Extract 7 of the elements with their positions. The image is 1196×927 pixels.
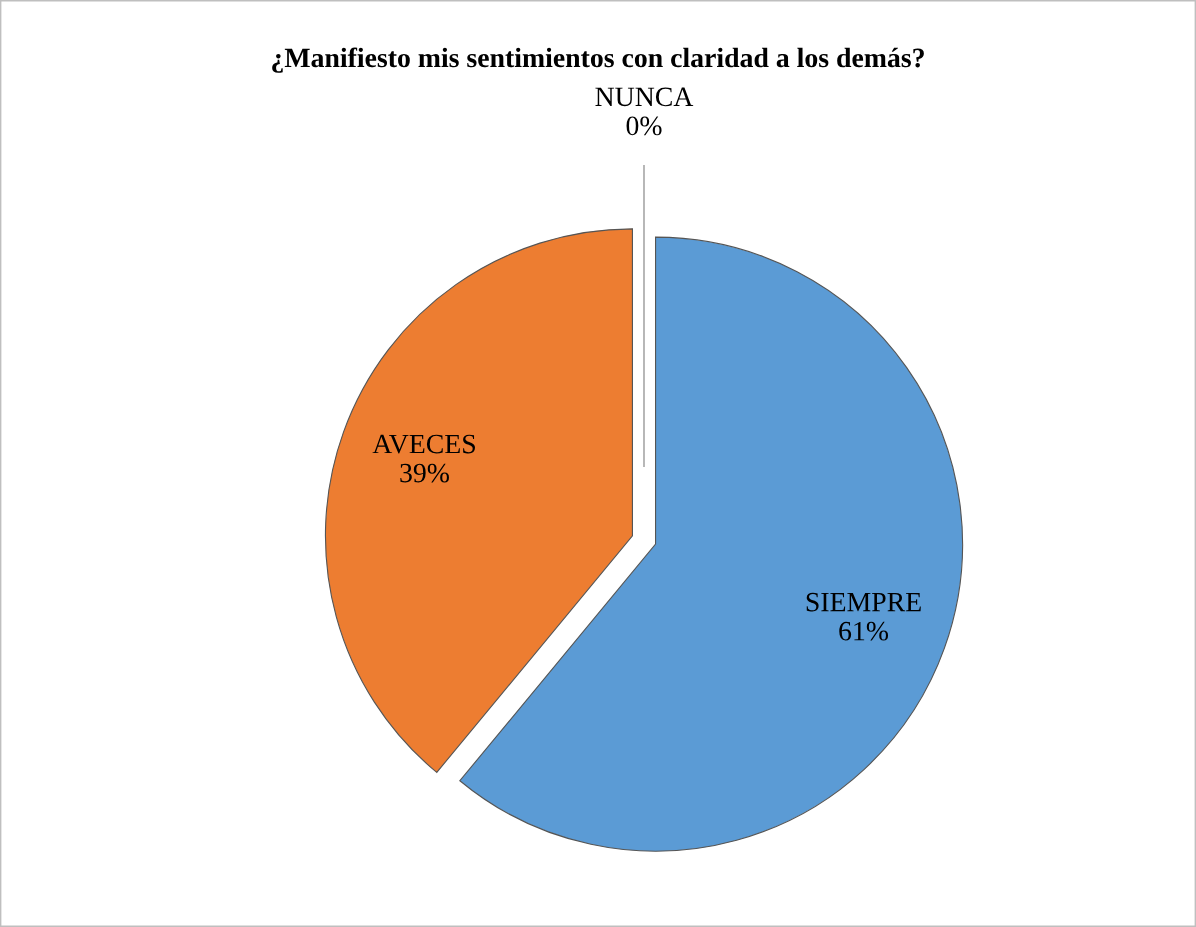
data-label: 61% xyxy=(839,621,889,641)
data-label: 39% xyxy=(400,463,449,483)
chart-title: ¿Manifiesto mis sentimientos con claridad a los demás? xyxy=(272,47,924,73)
slice-label: AVECES xyxy=(372,434,475,454)
category-label: NUNCA xyxy=(595,87,694,107)
slice-label: SIEMPRE xyxy=(806,592,921,612)
text: 0% xyxy=(626,116,662,136)
